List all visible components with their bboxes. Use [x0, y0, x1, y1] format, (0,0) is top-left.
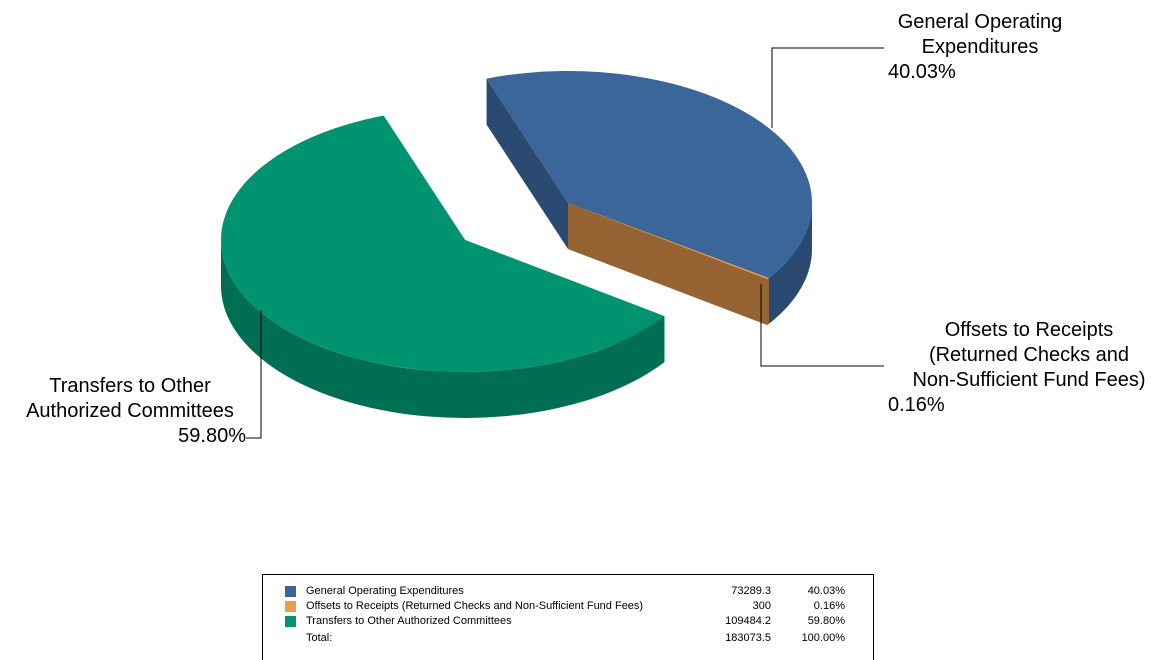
- slice-cut-face: [568, 203, 768, 326]
- legend-percent: 0.16%: [813, 600, 845, 612]
- legend-value: 73289.3: [731, 585, 771, 597]
- slice-cut-face: [486, 78, 568, 249]
- legend-label: Offsets to Receipts (Returned Checks and…: [306, 600, 644, 612]
- callout-leader-line: [771, 47, 884, 128]
- callout-label: Non-Sufficient Fund Fees): [912, 369, 1145, 391]
- pie-slice: [568, 203, 769, 280]
- callout-label: Transfers to Other: [49, 375, 211, 397]
- slice-wall: [221, 240, 665, 419]
- callout-label: General Operating: [898, 11, 1063, 33]
- legend-row: General Operating Expenditures 73289.3 4…: [263, 584, 873, 598]
- callout-leaders: [246, 47, 884, 439]
- legend-swatch-transfers: [285, 616, 296, 627]
- callout-label: Expenditures: [922, 36, 1039, 58]
- callout-label: Offsets to Receipts: [945, 319, 1114, 341]
- pie-slice: [221, 115, 665, 372]
- legend-percent: 40.03%: [807, 585, 845, 597]
- legend-total-percent: 100.00%: [801, 632, 845, 644]
- legend-percent: 59.80%: [807, 615, 845, 627]
- legend-row: Offsets to Receipts (Returned Checks and…: [263, 599, 873, 613]
- callout-leader-line: [760, 284, 884, 367]
- legend-value: 300: [752, 600, 771, 612]
- callout-label: 0.16%: [888, 394, 945, 416]
- legend-row: Transfers to Other Authorized Committees…: [263, 614, 873, 628]
- legend-swatch-general-operating: [285, 586, 296, 597]
- legend-total-value: 183073.5: [725, 632, 771, 644]
- callout-leader-line: [246, 310, 262, 439]
- callout-label: 40.03%: [888, 61, 956, 83]
- legend-total-row: Total: 183073.5 100.00%: [263, 631, 873, 645]
- legend-label: Transfers to Other Authorized Committees: [306, 615, 512, 627]
- callout-labels: General Operating Expenditures 40.03% Offse…: [26, 11, 1145, 447]
- legend-swatch-offsets: [285, 601, 296, 612]
- pie-chart: General Operating Expenditures 40.03% Offse…: [26, 11, 1145, 447]
- slice-wall: [768, 203, 812, 324]
- callout-label: 59.80%: [178, 425, 246, 447]
- legend-label: General Operating Expenditures: [306, 585, 464, 597]
- legend-value: 109484.2: [725, 615, 771, 627]
- callout-label: (Returned Checks and: [929, 344, 1129, 366]
- pie-slice: [486, 70, 812, 278]
- legend-total-label: Total:: [306, 632, 333, 644]
- legend: General Operating Expenditures 73289.3 4…: [262, 574, 874, 660]
- slice-tops: [221, 70, 812, 372]
- callout-label: Authorized Committees: [26, 400, 234, 422]
